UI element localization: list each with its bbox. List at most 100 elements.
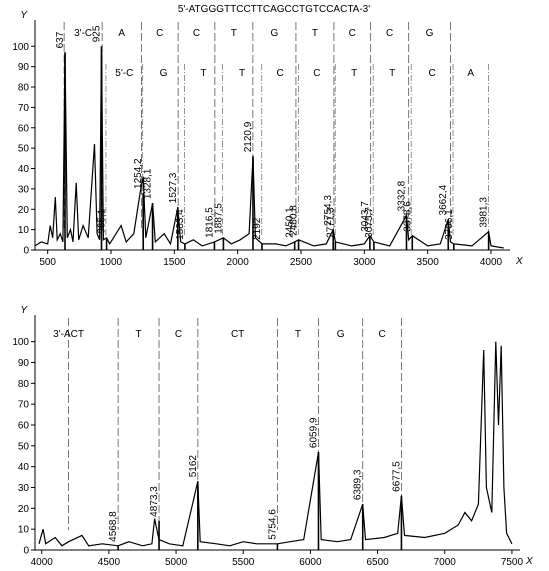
- y-tick-label: 60: [18, 123, 30, 134]
- y-tick-label: 40: [18, 462, 30, 473]
- y-tick-label: 70: [18, 103, 30, 114]
- x-tick-label: 5000: [165, 557, 188, 568]
- y-tick-label: 90: [18, 358, 30, 369]
- sequence-letter-lower: C: [276, 68, 283, 79]
- x-axis-label: X: [515, 256, 523, 267]
- x-tick-label: 5500: [232, 557, 255, 568]
- x-tick-label: 4000: [480, 257, 503, 268]
- y-tick-label: 10: [18, 225, 30, 236]
- y-tick-label: 60: [18, 421, 30, 432]
- peak-mass-label: 3981,3: [479, 197, 490, 228]
- peak-mass-label: 1328,1: [143, 168, 154, 199]
- sequence-letter-upper: T: [231, 28, 237, 39]
- sequence-letter-upper: 3'-ACT: [53, 329, 84, 340]
- y-tick-label: 10: [18, 525, 30, 536]
- peak-mass-label: 3662,4: [438, 184, 449, 215]
- sequence-letter-upper: T: [312, 28, 318, 39]
- peak-mass-label: 5754,6: [267, 509, 278, 540]
- x-tick-label: 4500: [98, 557, 121, 568]
- peak-mass-label: 2771,3: [325, 207, 336, 238]
- sequence-letter-upper: G: [271, 28, 279, 39]
- x-tick-label: 1500: [163, 257, 186, 268]
- sequence-letter-upper: C: [386, 28, 393, 39]
- x-axis-label: X: [525, 556, 533, 567]
- y-tick-label: 0: [23, 546, 29, 557]
- sequence-letter-upper: C: [156, 28, 163, 39]
- x-tick-label: 3500: [417, 257, 440, 268]
- y-tick-label: 80: [18, 83, 30, 94]
- x-tick-label: 2000: [227, 257, 250, 268]
- x-tick-label: 1000: [100, 257, 123, 268]
- sequence-letter-upper: G: [426, 28, 434, 39]
- sequence-letter-upper: T: [136, 329, 142, 340]
- peak-mass-label: 5162: [188, 455, 199, 478]
- peak-mass-label: 3043,7: [360, 201, 371, 232]
- sequence-letter-upper: C: [349, 28, 356, 39]
- sequence-letter-lower: T: [200, 68, 206, 79]
- sequence-letter-lower: T: [239, 68, 245, 79]
- x-tick-label: 7500: [501, 557, 524, 568]
- y-tick-label: 30: [18, 483, 30, 494]
- peak-mass-label: 2120,9: [243, 121, 254, 152]
- x-tick-label: 6500: [366, 557, 389, 568]
- sequence-letter-lower: C: [428, 68, 435, 79]
- sequence-letter-lower: T: [351, 68, 357, 79]
- sequence-letter-upper: C: [175, 329, 182, 340]
- peak-mass-label: 3332,8: [396, 180, 407, 211]
- y-tick-label: 70: [18, 400, 30, 411]
- y-tick-label: 50: [18, 144, 30, 155]
- y-tick-label: 0: [23, 246, 29, 257]
- peak-mass-label: 637: [55, 31, 66, 48]
- lower-mass-spectrum-chart: Y X 4000 4500 5000 5500 6000 6500 7000 7500 0 10 20 3…: [12, 305, 533, 568]
- chart-title: 5'-ATGGGTTCCTTCAGCCTGTCCACTA-3': [178, 4, 370, 15]
- spectrum-trace: [34, 46, 504, 249]
- y-tick-label: 40: [18, 164, 30, 175]
- y-tick-label: 100: [12, 42, 29, 53]
- y-tick-label: 90: [18, 62, 30, 73]
- x-tick-label: 3000: [353, 257, 376, 268]
- sequence-letter-lower: A: [467, 68, 474, 79]
- sequence-letter-lower: 5'-C: [115, 68, 133, 79]
- sequence-letter-upper: C: [193, 28, 200, 39]
- peak-mass-label: 965,1: [97, 208, 108, 233]
- y-axis-label: Y: [20, 305, 28, 316]
- y-tick-label: 20: [18, 504, 30, 515]
- y-tick-label: 50: [18, 441, 30, 452]
- peak-mass-label: 6059,9: [308, 417, 319, 448]
- x-tick-label: 6000: [299, 557, 322, 568]
- peak-mass-label: 3706,1: [444, 209, 455, 240]
- peak-mass-label: 925: [92, 25, 103, 42]
- y-tick-label: 80: [18, 379, 30, 390]
- sequence-letter-lower: T: [389, 68, 395, 79]
- peak-mass-label: 4568,8: [108, 511, 119, 542]
- peak-mass-label: 1583,4: [175, 209, 186, 240]
- sequence-letter-upper: C: [378, 329, 385, 340]
- y-axis-label: Y: [20, 10, 28, 21]
- peak-mass-label: 1816,5: [204, 207, 215, 238]
- y-tick-label: 20: [18, 205, 30, 216]
- peak-mass-label: 2480,8: [289, 205, 300, 236]
- peak-mass-label: 6389,3: [353, 469, 364, 500]
- sequence-letter-lower: C: [313, 68, 320, 79]
- peak-mass-label: 2754,3: [323, 195, 334, 226]
- peak-mass-label: 1887,5: [213, 203, 224, 234]
- sequence-letter-upper: CT: [231, 329, 244, 340]
- peak-mass-label: 1527,3: [168, 172, 179, 203]
- sequence-letter-upper: 3'-C: [74, 28, 92, 39]
- spectrum-trace: [38, 341, 513, 547]
- sequence-letter-upper: A: [118, 28, 125, 39]
- x-tick-label: 2500: [290, 257, 313, 268]
- y-tick-label: 100: [12, 337, 29, 348]
- sequence-letter-upper: G: [337, 329, 345, 340]
- sequence-letter-upper: T: [295, 329, 301, 340]
- peak-mass-label: 2192: [252, 217, 263, 240]
- peak-mass-label: 2450,1: [285, 207, 296, 238]
- x-tick-label: 7000: [434, 557, 457, 568]
- peak-mass-label: 1254,2: [133, 158, 144, 189]
- peak-mass-label: 3075,7: [364, 207, 375, 238]
- x-tick-label: 4000: [31, 557, 54, 568]
- x-tick-label: 500: [39, 257, 56, 268]
- sequence-letter-lower: G: [160, 68, 168, 79]
